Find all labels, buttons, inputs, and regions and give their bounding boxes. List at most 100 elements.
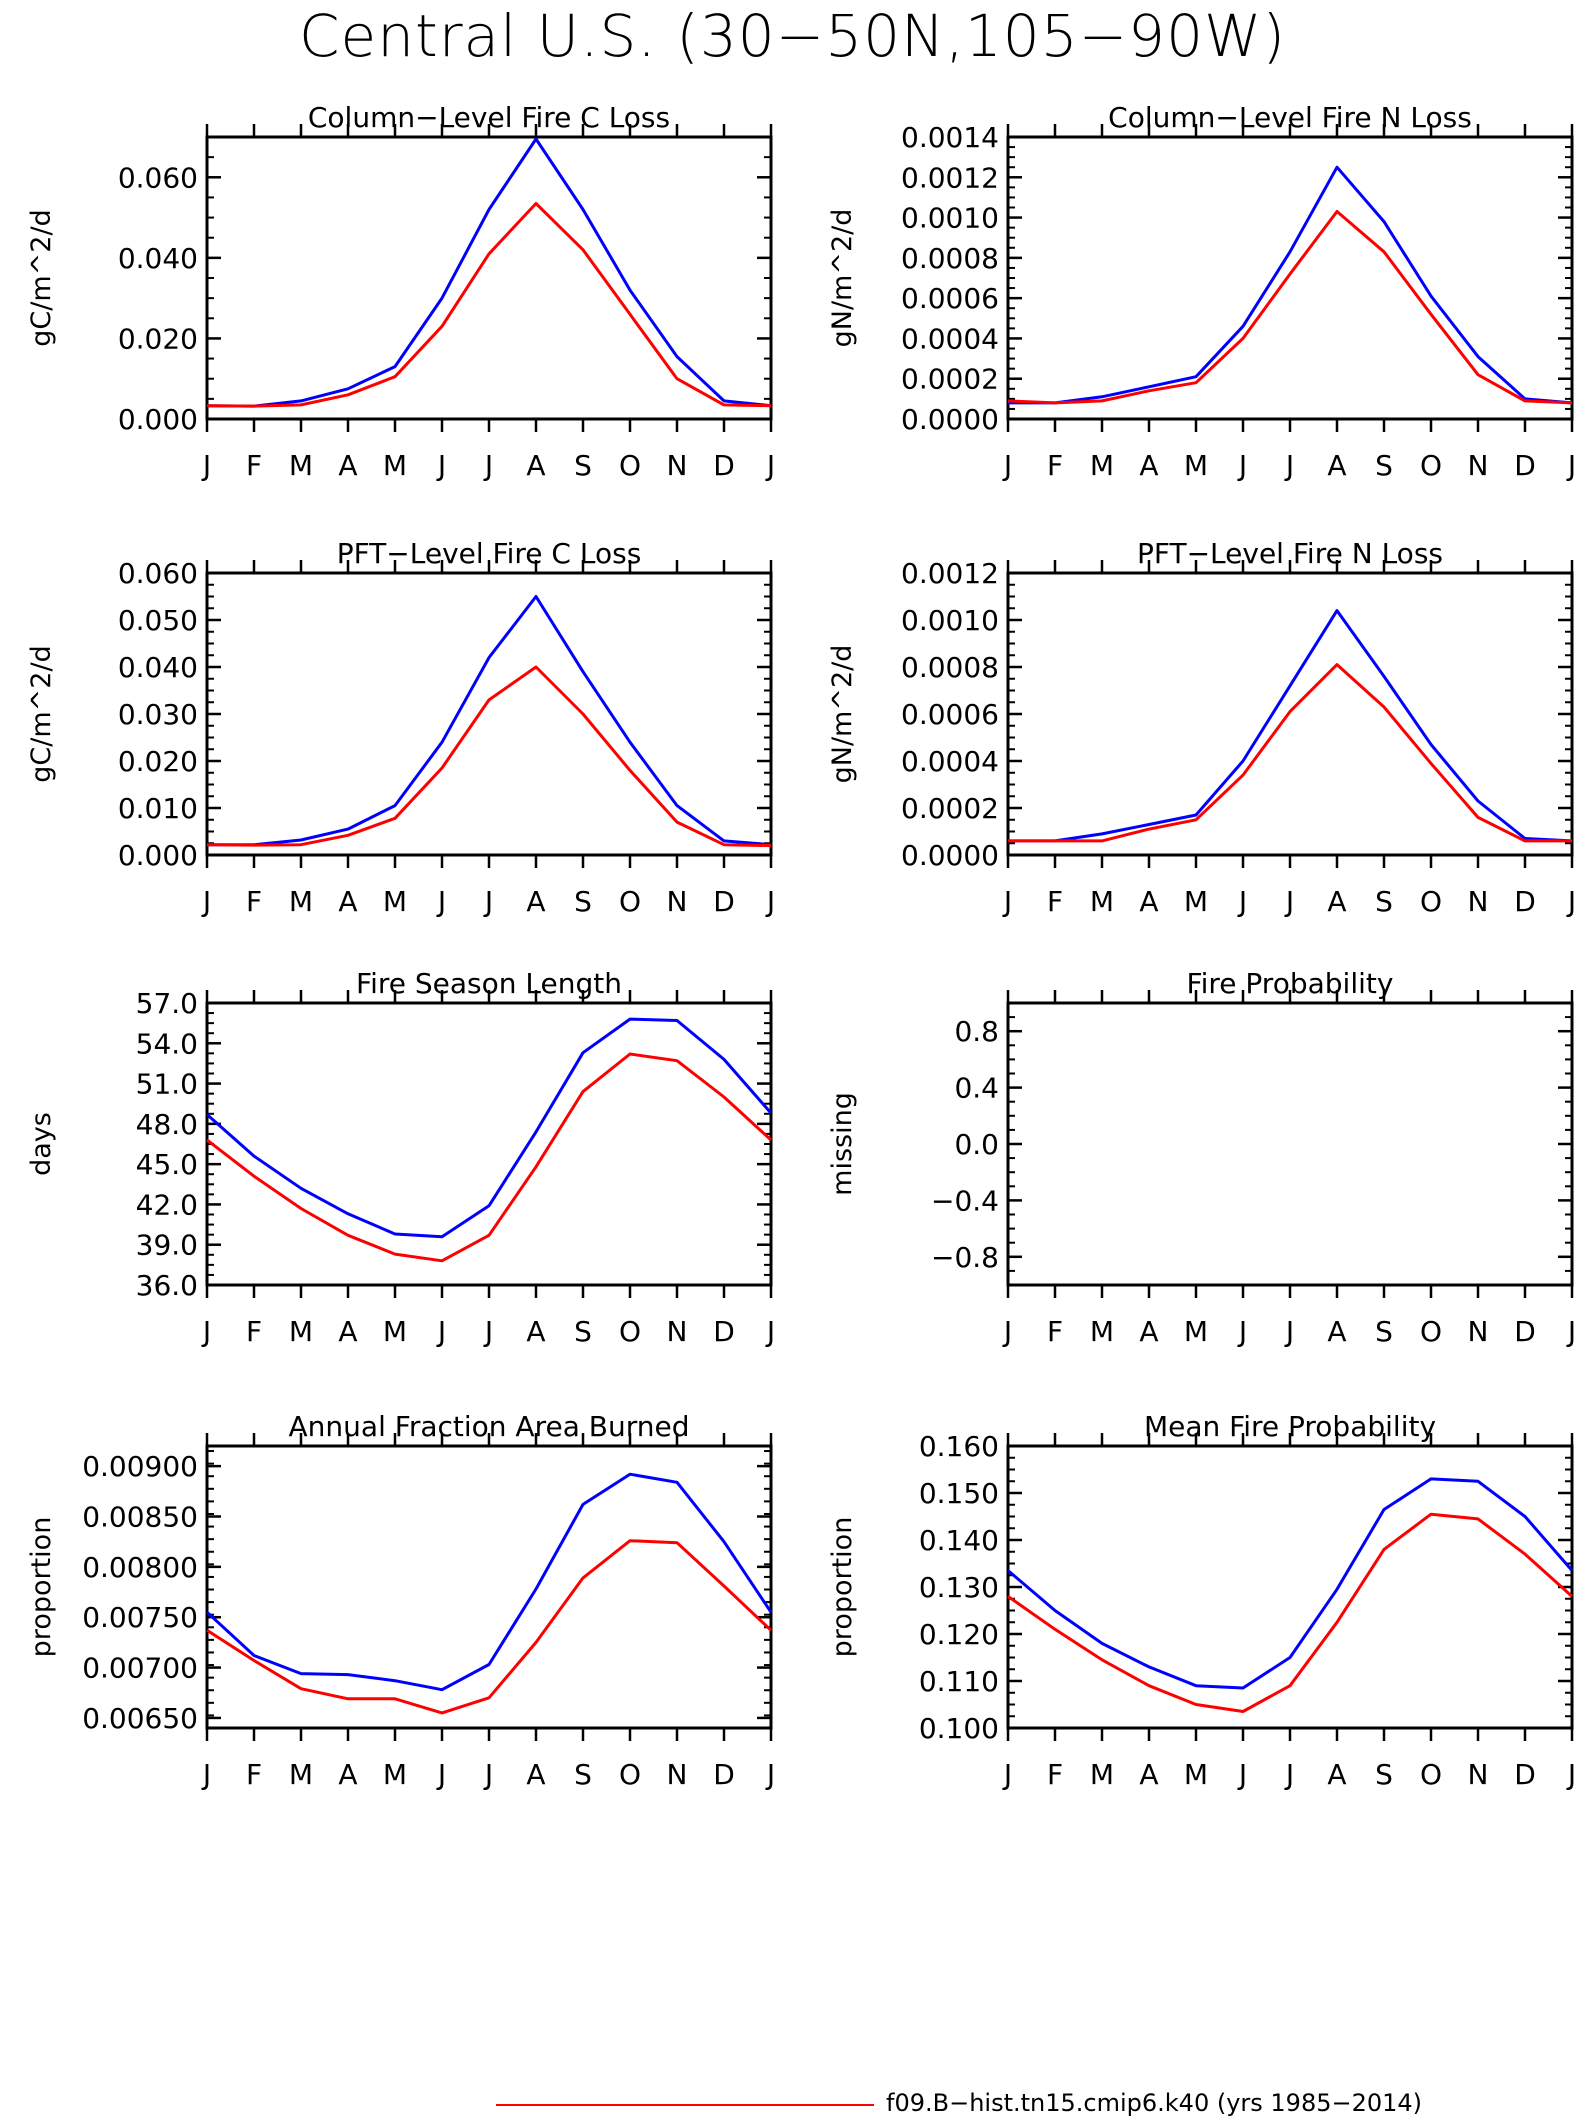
series-line-red [206,202,772,408]
x-tick-label: J [483,449,493,482]
x-tick-label: O [619,449,641,482]
y-tick-label: 0.040 [118,242,198,275]
y-tick-label: 0.0010 [901,202,999,235]
y-tick-label: 0.0008 [901,242,999,275]
y-tick-label: 0.0004 [901,745,999,778]
y-tick-label: 0.00800 [82,1551,198,1584]
x-tick-label: N [1468,1315,1489,1348]
y-tick-label: 0.0012 [901,557,999,590]
x-tick-label: J [436,1758,446,1791]
x-tick-label: M [1090,885,1114,918]
y-axis-label: gC/m^2/d [26,209,57,346]
chart-fire-season-length: Fire Season Lengthdays36.039.042.045.048… [26,967,775,1348]
plot-frame [205,1001,773,1287]
chart-column-level-fire-c-loss: Column−Level Fire C LossgC/m^2/d0.0000.0… [26,101,775,482]
x-tick-label: A [1139,885,1158,918]
x-tick-label: J [1284,885,1294,918]
x-tick-label: S [1375,885,1393,918]
x-tick-label: J [436,885,446,918]
y-tick-label: 48.0 [136,1108,198,1141]
chart-pft-level-fire-n-loss: PFT−Level Fire N LossgN/m^2/d0.00000.000… [827,537,1576,918]
y-tick-label: 0.150 [919,1477,999,1510]
x-tick-label: N [1468,449,1489,482]
x-tick-label: J [201,449,211,482]
x-tick-label: M [289,1758,313,1791]
x-tick-label: D [713,1758,735,1791]
x-tick-label: A [526,449,545,482]
x-tick-label: A [1139,1758,1158,1791]
page-title: Central U.S. (30−50N,105−90W) [299,2,1286,70]
y-tick-label: 0.0012 [901,161,999,194]
y-axis-label: gN/m^2/d [827,645,858,784]
x-tick-label: M [1184,1758,1208,1791]
y-tick-label: −0.4 [931,1184,999,1217]
x-tick-label: A [338,885,357,918]
y-axis-label: gC/m^2/d [26,645,57,782]
y-axis-label: gN/m^2/d [827,209,858,348]
y-tick-label: 51.0 [136,1068,198,1101]
x-tick-label: J [765,449,775,482]
x-tick-label: J [1002,885,1012,918]
x-tick-label: J [1237,1758,1247,1791]
x-tick-label: A [338,1315,357,1348]
y-tick-label: 0.040 [118,651,198,684]
x-tick-label: F [246,449,262,482]
x-tick-label: M [1184,449,1208,482]
series-line-red [206,665,772,848]
x-tick-label: M [1090,1315,1114,1348]
x-tick-label: O [619,885,641,918]
x-tick-label: S [1375,1758,1393,1791]
x-tick-label: M [383,885,407,918]
x-tick-label: N [1468,885,1489,918]
x-tick-label: O [1420,449,1442,482]
y-tick-label: 57.0 [136,987,198,1020]
x-tick-label: J [1566,449,1576,482]
x-tick-label: J [1002,449,1012,482]
x-tick-label: A [526,1315,545,1348]
y-tick-label: 0.140 [919,1524,999,1557]
x-tick-label: M [289,1315,313,1348]
y-tick-label: 0.0010 [901,604,999,637]
x-tick-label: S [1375,1315,1393,1348]
y-tick-label: 0.160 [919,1430,999,1463]
x-tick-label: A [1327,885,1346,918]
y-tick-label: 0.0006 [901,698,999,731]
x-tick-label: J [1566,885,1576,918]
x-tick-label: A [1327,1315,1346,1348]
series-line-red [206,1539,773,1715]
x-tick-label: D [713,885,735,918]
plot-frame [1006,135,1574,421]
series-line-blue [206,1017,773,1239]
x-tick-label: J [201,1758,211,1791]
y-axis-label: proportion [26,1517,57,1658]
chart-pft-level-fire-c-loss: PFT−Level Fire C LossgC/m^2/d0.0000.0100… [26,537,775,918]
x-tick-label: S [574,1758,592,1791]
y-tick-label: 0.8 [954,1015,999,1048]
x-tick-label: N [1468,1758,1489,1791]
x-tick-label: A [338,1758,357,1791]
chart-annual-fraction-area-burned: Annual Fraction Area Burnedproportion0.0… [26,1410,775,1791]
y-tick-label: 0.060 [118,161,198,194]
x-tick-label: J [765,885,775,918]
x-tick-label: A [526,1758,545,1791]
chart-fire-probability: Fire Probabilitymissing−0.8−0.40.00.40.8… [827,967,1576,1348]
x-tick-label: F [1047,1758,1063,1791]
x-tick-label: A [1139,1315,1158,1348]
y-tick-label: 0.0 [954,1128,999,1161]
y-tick-label: 0.0000 [901,839,999,872]
x-tick-label: O [619,1758,641,1791]
y-tick-label: 0.4 [954,1072,999,1105]
x-tick-label: N [667,885,688,918]
y-tick-label: 0.120 [919,1618,999,1651]
x-tick-label: N [667,1315,688,1348]
series-line-red [1008,663,1572,843]
plot-frame [1006,1001,1574,1287]
y-tick-label: 0.00700 [82,1652,198,1685]
x-tick-label: N [667,1758,688,1791]
x-tick-label: O [619,1315,641,1348]
series-line-red [206,1052,773,1263]
x-tick-label: A [1327,1758,1346,1791]
legend-label: f09.B−hist.tn15.cmip6.k40 (yrs 1985−2014… [886,2089,1423,2117]
x-tick-label: J [1237,1315,1247,1348]
